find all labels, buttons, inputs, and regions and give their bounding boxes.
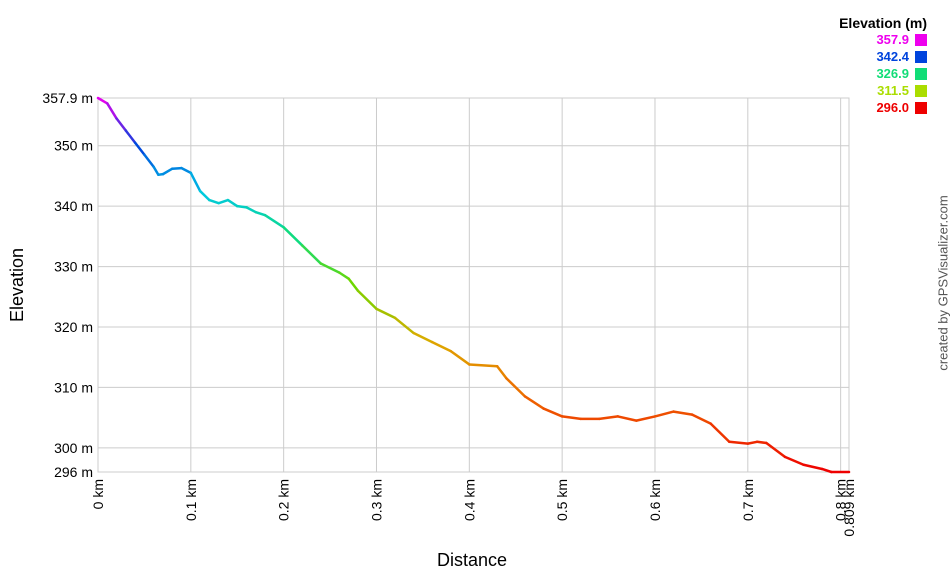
line-segment (263, 213, 285, 229)
line-segment (152, 165, 160, 176)
line-segment (449, 349, 471, 366)
line-segment (653, 410, 675, 418)
line-segment (124, 129, 137, 144)
line-segment (226, 198, 239, 208)
legend-swatch (915, 50, 927, 63)
line-segment (560, 415, 582, 421)
x-tick-label: 0.2 km (276, 479, 292, 521)
line-segment (115, 117, 128, 132)
x-tick-label: 0.809 km (841, 479, 857, 537)
line-segment (356, 289, 378, 311)
x-tick-label: 0.1 km (183, 479, 199, 521)
x-tick-label: 0 km (90, 479, 106, 509)
line-segment (347, 277, 360, 292)
line-segment (133, 141, 146, 157)
plot-frame (97, 97, 850, 473)
line-segment (468, 363, 499, 368)
line-segment (616, 415, 638, 422)
y-tick-label: 320 m (54, 319, 93, 335)
line-segment (755, 440, 768, 445)
line-segment (282, 226, 304, 247)
line-segment (542, 407, 564, 418)
line-segment (300, 244, 323, 265)
line-segment (245, 206, 258, 214)
line-segment (171, 166, 183, 170)
legend-item: 296.0 (812, 99, 927, 116)
line-segment (746, 440, 759, 445)
line-segment (598, 415, 620, 421)
x-tick-label: 0.3 km (368, 479, 384, 521)
line-segment (430, 340, 453, 353)
y-tick-label: 330 m (54, 259, 93, 275)
legend-value: 296.0 (876, 100, 909, 115)
x-tick-label: 0.7 km (740, 479, 756, 521)
x-tick-label: 0.4 km (461, 479, 477, 521)
legend-item: 342.4 (812, 48, 927, 65)
legend-item: 357.9 (812, 31, 927, 48)
legend-item: 326.9 (812, 65, 927, 82)
line-segment (375, 307, 397, 320)
line-segment (161, 167, 174, 176)
legend-value: 357.9 (876, 32, 909, 47)
line-segment (143, 153, 155, 169)
line-segment (505, 377, 527, 398)
line-segment (393, 316, 415, 335)
y-tick-label: 350 m (54, 138, 93, 154)
line-segment (208, 198, 220, 205)
x-axis-label: Distance (437, 550, 507, 570)
legend-swatch (915, 84, 927, 97)
line-segment (254, 210, 267, 217)
line-segment (523, 395, 545, 410)
x-tick-label: 0.6 km (647, 479, 663, 521)
line-segment (96, 96, 109, 105)
legend-swatch (915, 67, 927, 80)
elevation-line (96, 96, 851, 474)
line-segment (820, 467, 833, 474)
line-segment (198, 189, 211, 202)
line-segment (727, 440, 750, 445)
y-tick-label: 340 m (54, 198, 93, 214)
line-segment (338, 271, 350, 280)
y-tick-label: 310 m (54, 379, 93, 395)
legend-item: 311.5 (812, 82, 927, 99)
legend-value: 326.9 (876, 66, 909, 81)
legend: Elevation (m) 357.9 342.4 326.9 311.5 296.0 (812, 15, 927, 116)
line-segment (635, 415, 657, 422)
line-segment (495, 365, 508, 380)
y-tick-label: 300 m (54, 440, 93, 456)
line-segment (106, 102, 118, 120)
line-segment (672, 410, 694, 416)
legend-swatch (915, 33, 927, 46)
legend-value: 311.5 (877, 83, 909, 98)
line-segment (180, 166, 193, 175)
line-segment (412, 331, 434, 344)
line-segment (189, 171, 202, 193)
x-tick-label: 0.5 km (554, 479, 570, 521)
line-segment (783, 455, 805, 466)
line-segment (802, 463, 824, 471)
line-segment (235, 204, 248, 209)
legend-value: 342.4 (876, 49, 909, 64)
y-tick-label: 357.9 m (42, 90, 93, 106)
line-segment (765, 441, 787, 459)
legend-swatch (915, 101, 927, 114)
x-tick-label: 0.8 km (833, 479, 849, 521)
legend-items: 357.9 342.4 326.9 311.5 296.0 (812, 31, 927, 116)
y-axis-label: Elevation (7, 248, 27, 322)
y-tick-label: 296 m (54, 464, 93, 480)
line-segment (690, 413, 712, 425)
legend-title: Elevation (m) (839, 15, 927, 31)
credit-text: created by GPSVisualizer.com (935, 195, 951, 371)
line-segment (217, 198, 230, 205)
line-segment (709, 422, 731, 444)
line-segment (319, 262, 341, 274)
